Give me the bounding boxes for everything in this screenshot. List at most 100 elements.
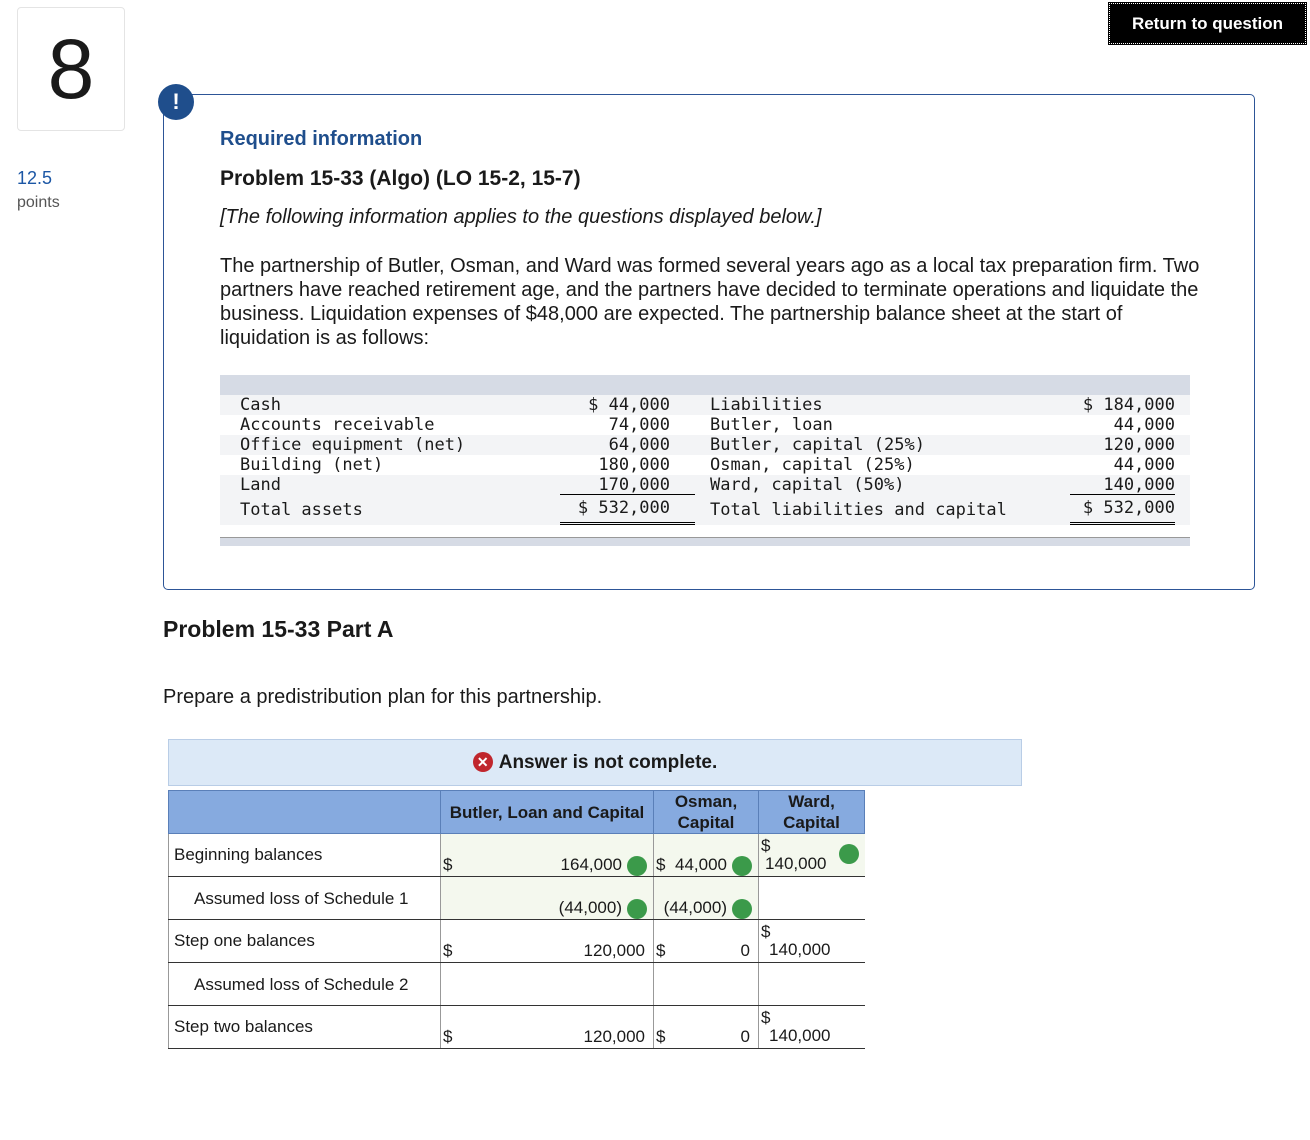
row-label: Step two balances [168,1005,441,1049]
cell: $0 [653,919,759,963]
value: 120,000 [583,941,645,960]
cell-value: 140,000 [769,1026,830,1046]
bs-liability: Ward, capital (50%) [710,475,905,495]
cell: $140,000 [758,919,865,963]
cell-value: (44,000) [559,898,647,919]
band [220,537,1190,546]
header-row: Butler, Loan and Capital Osman, Capital Wa… [168,790,865,834]
row-label: Beginning balances [168,833,441,877]
value: (44,000) [663,898,727,917]
currency: $ [656,941,666,960]
info-box [163,94,1255,590]
cell: (44,000) [440,876,654,920]
bs-asset: Office equipment (net) [240,435,466,455]
bs-liability-amount: $ 184,000 [1082,395,1175,415]
check-icon [838,844,859,864]
status-text: Answer is not complete. [498,752,718,773]
bs-liability: Butler, capital (25%) [710,435,925,455]
bs-liability: Liabilities [710,395,823,415]
cell [440,962,654,1006]
bs-row: Cash $ 44,000 Liabilities $ 184,000 [220,395,1190,415]
cell: $44,000 [653,833,759,877]
bs-row: Land 170,000 Ward, capital (50%) 140,000 [220,475,1190,495]
bs-row: Office equipment (net) 64,000 Butler, capi… [220,435,1190,455]
bs-total-liability-amount: $ 532,000 [1070,495,1175,525]
rows: Cash $ 44,000 Liabilities $ 184,000 Accounts… [220,395,1190,495]
table-row: Beginning balances $164,000 $44,000 $140,00… [168,833,865,877]
currency: $ [656,855,666,874]
bs-row: Building (net) 180,000 Osman, capital (25%… [220,455,1190,475]
value: 140,000 [769,940,831,959]
bs-asset: Accounts receivable [240,415,435,435]
cell-value: 44,000 [675,855,752,876]
currency: $ [443,1027,453,1046]
part-title: Problem 15-33 Part A [163,616,394,642]
row-label: Assumed loss of Schedule 2 [168,962,441,1006]
instruction: Prepare a predistribution plan for this … [163,686,603,708]
info-paragraph: The partnership of Butler, Osman, and Wa… [220,255,1200,349]
currency: $ [761,836,771,855]
answer-table: Butler, Loan and Capital Osman, Capital Wa… [168,790,865,1049]
info-heading: Required information [220,128,423,150]
cell [758,876,865,920]
bs-asset: Cash [240,395,281,415]
error-icon: ✕ [472,752,493,772]
bs-asset-amount: 74,000 [608,415,670,435]
check-icon [627,855,647,876]
cell-value: 140,000 [765,844,859,874]
value: (44,000) [558,898,622,917]
cell: $140,000 [758,833,865,877]
bs-asset-amount: 64,000 [608,435,670,455]
balance-sheet: Cash $ 44,000 Liabilities $ 184,000 Accounts… [220,375,1190,546]
cell: $140,000 [758,1005,865,1049]
question-number: 8 [17,7,125,131]
bs-total-asset-amount: $ 532,000 [560,495,695,525]
bs-total: Total assets $ 532,000 Total liabilities a… [220,495,1190,525]
return-button[interactable]: Return to question [1108,2,1307,45]
column-header: Osman, Capital [653,790,759,834]
bs-liability-amount: 140,000 [1070,475,1175,495]
value: 164,000 [560,855,622,874]
bs-liability: Butler, loan [710,415,833,435]
currency: $ [656,1027,666,1046]
currency: $ [761,922,771,941]
bs-total-asset: Total assets [240,500,363,520]
bs-liability: Osman, capital (25%) [710,455,915,475]
currency: $ [761,1008,771,1027]
problem-title: Problem 15-33 (Algo) (LO 15-2, 15-7) [220,167,581,190]
cell-value: 0 [741,941,750,961]
status-banner: ✕ Answer is not complete. [168,739,1022,786]
cell-value: 120,000 [584,1027,645,1047]
bs-row: Accounts receivable 74,000 Butler, loan 44,… [220,415,1190,435]
column-header: Butler, Loan and Capital [440,790,654,834]
info-note: [The following information applies to th… [220,206,822,228]
bs-total-liability: Total liabilities and capital [710,500,1007,520]
cell-value: 140,000 [769,940,830,960]
cell: $120,000 [440,1005,654,1049]
row-label: Assumed loss of Schedule 1 [168,876,441,920]
bs-asset: Land [240,475,281,495]
cell: (44,000) [653,876,759,920]
cell: $164,000 [440,833,654,877]
value: 0 [740,941,750,960]
cell-value: 164,000 [561,855,647,876]
check-icon [732,898,752,919]
value: 44,000 [675,855,727,874]
alert-icon: ! [158,84,194,120]
points-value: 12.5 [17,168,53,188]
check-icon [627,898,647,919]
table-row: Step one balances $120,000 $0 $140,000 [168,919,865,963]
currency: $ [443,941,453,960]
band [220,375,1190,395]
bs-liability-amount: 44,000 [1113,455,1175,475]
value: 140,000 [769,1026,831,1045]
bs-liability-amount: 44,000 [1113,415,1175,435]
bs-asset-amount: 170,000 [560,475,695,495]
bs-asset-amount: 180,000 [598,455,670,475]
value: 120,000 [583,1027,645,1046]
bs-liability-amount: 120,000 [1103,435,1175,455]
currency: $ [443,855,453,874]
cell-value: 120,000 [584,941,645,961]
value: 140,000 [765,854,827,873]
